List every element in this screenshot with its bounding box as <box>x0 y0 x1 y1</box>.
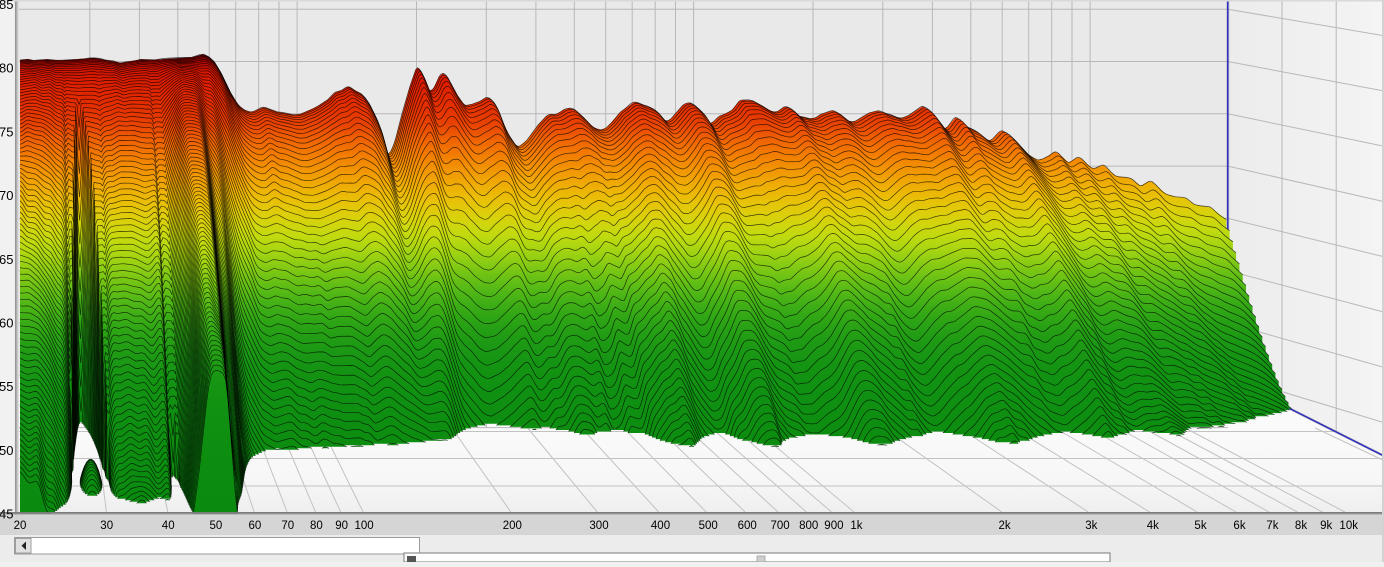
svg-text:30: 30 <box>100 520 113 532</box>
svg-text:200: 200 <box>503 520 522 532</box>
svg-text:90: 90 <box>335 520 348 532</box>
svg-text:85: 85 <box>0 0 14 12</box>
svg-text:3k: 3k <box>1085 520 1097 532</box>
svg-text:2k: 2k <box>999 520 1011 532</box>
svg-text:50: 50 <box>0 443 14 458</box>
svg-text:7k: 7k <box>1266 520 1278 532</box>
svg-text:75: 75 <box>0 124 14 139</box>
svg-text:60: 60 <box>249 520 262 532</box>
svg-text:400: 400 <box>651 520 670 532</box>
svg-text:45: 45 <box>0 507 14 522</box>
svg-text:600: 600 <box>738 520 757 532</box>
svg-text:65: 65 <box>0 252 14 267</box>
svg-text:50: 50 <box>210 520 223 532</box>
svg-text:20: 20 <box>14 520 27 532</box>
svg-text:500: 500 <box>699 520 718 532</box>
svg-text:5k: 5k <box>1194 520 1206 532</box>
svg-text:55: 55 <box>0 379 14 394</box>
svg-text:10k: 10k <box>1339 520 1358 532</box>
svg-text:60: 60 <box>0 316 14 331</box>
svg-text:900: 900 <box>824 520 843 532</box>
svg-text:8k: 8k <box>1295 520 1307 532</box>
svg-text:9k: 9k <box>1320 520 1332 532</box>
svg-text:70: 70 <box>0 188 14 203</box>
svg-text:6k: 6k <box>1233 520 1245 532</box>
svg-text:80: 80 <box>0 61 14 76</box>
svg-text:4k: 4k <box>1147 520 1159 532</box>
svg-text:80: 80 <box>310 520 323 532</box>
svg-text:800: 800 <box>799 520 818 532</box>
svg-text:1k: 1k <box>850 520 862 532</box>
svg-text:40: 40 <box>162 520 175 532</box>
svg-text:100: 100 <box>355 520 374 532</box>
svg-text:700: 700 <box>771 520 790 532</box>
svg-text:70: 70 <box>281 520 294 532</box>
svg-text:300: 300 <box>589 520 608 532</box>
